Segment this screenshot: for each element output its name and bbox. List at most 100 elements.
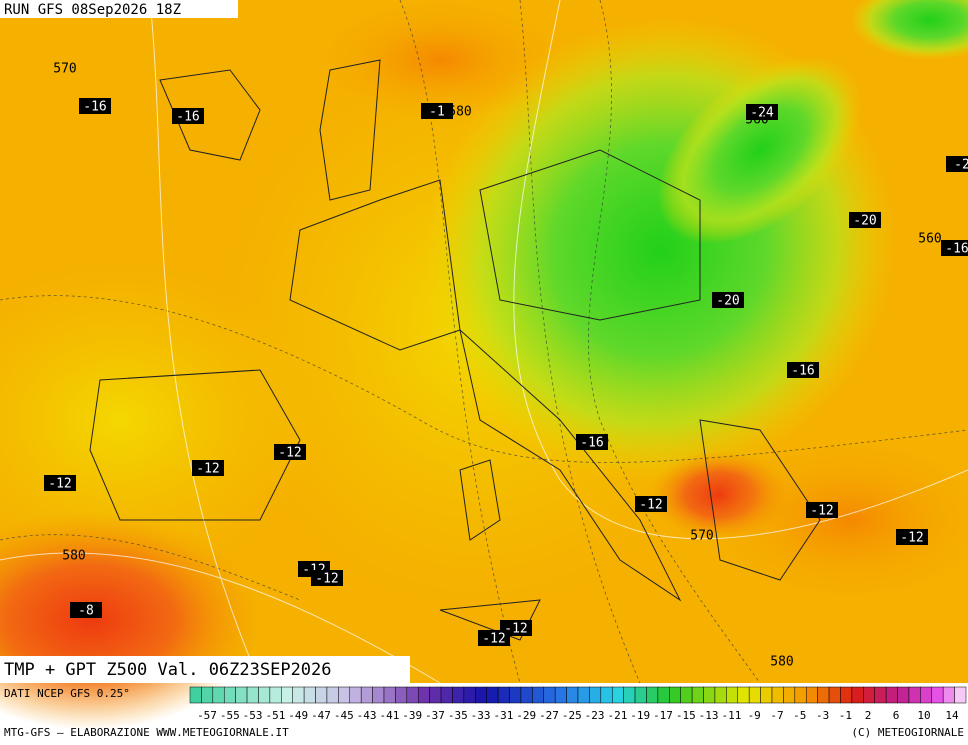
colorbar-cell <box>349 686 362 704</box>
colorbar-cell <box>532 686 545 704</box>
colorbar-cell <box>486 686 499 704</box>
colorbar-label: -29 <box>516 709 536 722</box>
colorbar-label: -49 <box>288 709 308 722</box>
colorbar-cell <box>726 686 739 704</box>
colorbar-cell <box>840 686 853 704</box>
colorbar-cell <box>475 686 487 704</box>
colorbar-cell <box>395 686 408 704</box>
contour-label-box <box>172 108 204 124</box>
colorbar-cell <box>942 686 955 704</box>
colorbar-cell <box>634 686 647 704</box>
colorbar-label: -27 <box>539 709 559 722</box>
colorbar-label: -57 <box>197 709 217 722</box>
colorbar-label: -45 <box>334 709 354 722</box>
contour-label: 580 <box>62 549 85 564</box>
colorbar-cell <box>258 686 271 704</box>
colorbar-cell <box>828 686 841 704</box>
colorbar-cell <box>885 686 898 704</box>
colorbar-cell <box>783 686 796 704</box>
colorbar-label: -21 <box>607 709 627 722</box>
contour-label: 570 <box>53 62 76 77</box>
colorbar-cell <box>543 686 556 704</box>
colorbar-cell <box>463 686 476 704</box>
contour-label-box <box>635 496 667 512</box>
colorbar-cell <box>691 686 704 704</box>
contour-label: -16 <box>83 100 106 115</box>
colorbar-label: -3 <box>816 709 829 722</box>
colorbar-cell <box>669 686 681 704</box>
contour-label: -2 <box>954 158 968 173</box>
colorbar-cell <box>611 686 624 704</box>
colorbar-cell <box>417 686 430 704</box>
colorbar-cell <box>554 686 567 704</box>
colorbar-cell <box>452 686 465 704</box>
colorbar-cell <box>429 686 442 704</box>
map-title: TMP + GPT Z500 Val. 06Z23SEP2026 <box>4 660 332 680</box>
colorbar-cell <box>623 686 636 704</box>
colorbar-cell <box>646 686 659 704</box>
contour-label: -12 <box>810 504 833 519</box>
contour-label: -12 <box>48 477 71 492</box>
colorbar-cell <box>954 686 967 704</box>
contour-label: -20 <box>853 214 876 229</box>
data-source: DATI NCEP GFS 0.25° <box>4 687 130 700</box>
colorbar-label: 6 <box>893 709 900 722</box>
colorbar-label: -15 <box>676 709 696 722</box>
colorbar-label: -19 <box>630 709 650 722</box>
colorbar-cell <box>509 686 522 704</box>
colorbar-label: -25 <box>562 709 582 722</box>
colorbar-label: -7 <box>770 709 783 722</box>
contour-label-box <box>421 103 453 119</box>
header-box <box>0 0 238 18</box>
colorbar-cell <box>372 686 385 704</box>
contour-label: -12 <box>482 632 505 647</box>
colorbar-cell <box>920 686 933 704</box>
colorbar-cell <box>303 686 316 704</box>
colorbar-label: -31 <box>493 709 513 722</box>
contour-label: 580 <box>448 105 471 120</box>
colorbar-cell <box>189 686 202 704</box>
contour-label-box <box>576 434 608 450</box>
colorbar-cell <box>851 686 864 704</box>
contour-label-box <box>712 292 744 308</box>
colorbar-cell <box>680 686 693 704</box>
contour-label-box <box>478 630 510 646</box>
colorbar-cell <box>760 686 773 704</box>
colorbar-label: 2 <box>865 709 872 722</box>
contour-label: -16 <box>580 436 603 451</box>
contour-label: -16 <box>791 364 814 379</box>
colorbar-label: -11 <box>721 709 741 722</box>
contour-label: -20 <box>716 294 739 309</box>
contour-label: -12 <box>315 572 338 587</box>
colorbar-cell <box>600 686 613 704</box>
colorbar-cell <box>863 686 875 704</box>
colorbar-label: -5 <box>793 709 806 722</box>
colorbar-label: 10 <box>917 709 930 722</box>
colorbar-cell <box>223 686 236 704</box>
colorbar-cell <box>703 686 716 704</box>
colorbar-cell <box>212 686 225 704</box>
colorbar-cell <box>338 686 351 704</box>
contour-label-box <box>79 98 111 114</box>
colorbar-cell <box>657 686 670 704</box>
colorbar-cell <box>577 686 590 704</box>
contour-label-box <box>44 475 76 491</box>
colorbar-cell <box>748 686 761 704</box>
colorbar-label: -51 <box>265 709 285 722</box>
contour-label-box <box>896 529 928 545</box>
contour-label-box <box>941 240 968 256</box>
colorbar-cell <box>566 686 579 704</box>
contour-label: -24 <box>750 106 774 121</box>
colorbar-cell <box>771 686 784 704</box>
contour-label: -12 <box>278 446 301 461</box>
colorbar-cell <box>440 686 453 704</box>
contour-label: 570 <box>690 529 713 544</box>
map-field <box>0 0 968 730</box>
colorbar-cell <box>383 686 396 704</box>
colorbar-cell <box>817 686 830 704</box>
colorbar-cell <box>360 686 373 704</box>
colorbar-label: -55 <box>220 709 240 722</box>
contour-label: -12 <box>900 531 923 546</box>
contour-label-box <box>311 570 343 586</box>
colorbar-cell <box>908 686 921 704</box>
